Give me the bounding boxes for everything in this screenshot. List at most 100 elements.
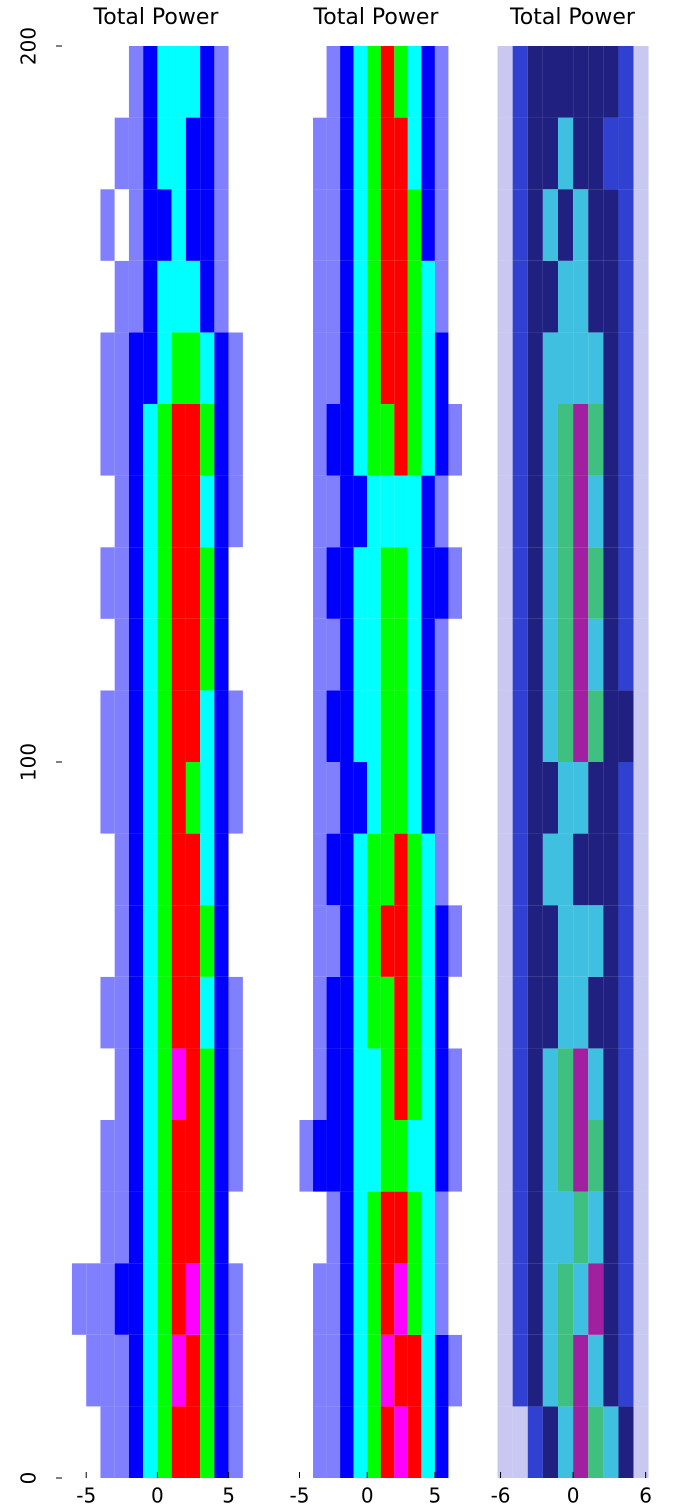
heat-cell: [128, 1263, 144, 1335]
heat-cell: [200, 905, 215, 977]
heat-cell: [143, 260, 158, 333]
x-tick-label: -5: [76, 1484, 96, 1508]
heat-cell: [557, 1334, 574, 1407]
heat-cell: [633, 1334, 649, 1407]
heat-cell: [394, 46, 408, 118]
heat-cell: [367, 1048, 381, 1120]
heat-cell: [527, 547, 543, 619]
heat-cell: [367, 1120, 381, 1192]
heat-cell: [407, 404, 422, 476]
heat-cell: [100, 1048, 115, 1120]
heat-cell: [512, 1406, 528, 1478]
heat-cell: [86, 833, 101, 906]
heat-cell: [542, 905, 558, 977]
heat-cell: [367, 618, 381, 691]
heat-cell: [114, 618, 129, 691]
heat-cell: [448, 1334, 462, 1407]
heat-cell: [434, 1406, 449, 1478]
heat-cell: [434, 404, 449, 476]
heat-cell: [527, 762, 543, 834]
heat-cell: [100, 117, 115, 190]
heat-cell: [648, 1406, 664, 1478]
heat-cell: [527, 833, 543, 906]
heat-cell: [542, 618, 558, 691]
heat-cell: [100, 1406, 115, 1478]
heat-cell: [100, 475, 115, 548]
heat-cell: [588, 690, 604, 762]
heat-cell: [157, 404, 172, 476]
heat-cell: [143, 833, 158, 906]
heat-cell: [214, 1406, 229, 1478]
heat-cell: [380, 762, 395, 834]
heat-cell: [633, 690, 649, 762]
heat-cell: [648, 404, 664, 476]
heat-cell: [100, 618, 115, 691]
heat-cell: [557, 976, 574, 1049]
heat-cell: [128, 332, 144, 404]
heat-cell: [618, 1406, 634, 1478]
heat-cell: [71, 1334, 87, 1407]
heat-cell: [542, 1334, 558, 1407]
heat-cell: [407, 189, 422, 261]
heat-cell: [353, 332, 368, 404]
heat-cell: [340, 618, 354, 691]
heat-cell: [326, 404, 341, 476]
heat-cell: [482, 1191, 498, 1264]
heat-cell: [633, 976, 649, 1049]
heat-cell: [143, 618, 158, 691]
heat-cell: [128, 1120, 144, 1192]
heat-cell: [527, 332, 543, 404]
heat-cell: [482, 547, 498, 619]
heat-cell: [214, 46, 229, 118]
heat-cell: [128, 117, 144, 190]
heat-cell: [573, 1048, 589, 1120]
heat-cell: [407, 1120, 422, 1192]
heat-cell: [171, 189, 186, 261]
heat-cell: [299, 1334, 314, 1407]
heat-cell: [326, 976, 341, 1049]
heat-cell: [171, 475, 186, 548]
heat-cell: [228, 1263, 243, 1335]
heat-cell: [200, 1191, 215, 1264]
heat-cell: [434, 475, 449, 548]
heat-cell: [448, 833, 462, 906]
heat-cell: [353, 260, 368, 333]
heat-cell: [394, 404, 408, 476]
heat-cell: [340, 1191, 354, 1264]
heat-cell: [157, 618, 172, 691]
heat-cell: [588, 1263, 604, 1335]
heat-cell: [557, 1191, 574, 1264]
heat-cell: [557, 1048, 574, 1120]
heat-cell: [482, 618, 498, 691]
heat-cell: [603, 404, 619, 476]
heat-cell: [618, 618, 634, 691]
heat-cell: [171, 762, 186, 834]
heat-cell: [588, 404, 604, 476]
heat-cell: [100, 833, 115, 906]
heat-cell: [394, 332, 408, 404]
panel-title: Total Power: [93, 5, 220, 30]
heat-cell: [353, 46, 368, 118]
heat-cell: [448, 905, 462, 977]
heat-cell: [542, 976, 558, 1049]
heat-cell: [340, 475, 354, 548]
heat-cell: [421, 833, 435, 906]
heat-cell: [86, 762, 101, 834]
heat-cell: [448, 762, 462, 834]
heat-cell: [157, 475, 172, 548]
heat-cell: [497, 833, 513, 906]
heat-cell: [421, 618, 435, 691]
heat-cell: [394, 690, 408, 762]
heat-cell: [157, 1334, 172, 1407]
heat-cell: [228, 762, 243, 834]
heat-cell: [603, 762, 619, 834]
heat-cell: [573, 46, 589, 118]
heat-cell: [633, 547, 649, 619]
heat-cell: [380, 46, 395, 118]
heat-cell: [482, 905, 498, 977]
heat-cell: [157, 332, 172, 404]
heat-cell: [394, 1048, 408, 1120]
heat-cell: [313, 404, 327, 476]
heat-cell: [421, 475, 435, 548]
heat-cell: [367, 332, 381, 404]
